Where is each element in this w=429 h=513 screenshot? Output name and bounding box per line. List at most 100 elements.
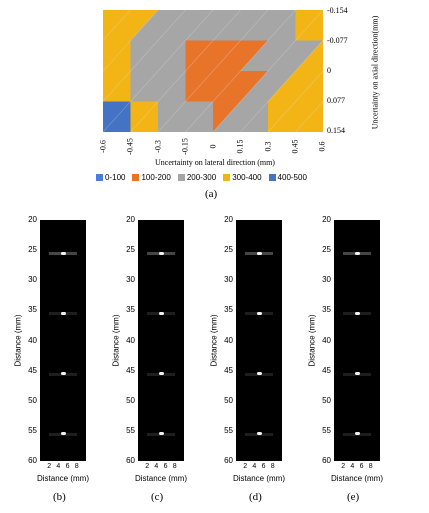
heatmap-cell bbox=[213, 10, 241, 41]
heatmap-x-axis-label: Uncertainty on lateral direction (mm) bbox=[155, 158, 275, 167]
heatmap-edge bbox=[185, 10, 214, 41]
y-tick: 55 bbox=[322, 425, 331, 435]
heatmap-cell bbox=[130, 10, 158, 41]
x-tick: 6 bbox=[261, 463, 266, 470]
x-tick: 6 bbox=[65, 463, 70, 470]
legend-item: 100-200 bbox=[132, 173, 171, 182]
heatmap-edge bbox=[295, 101, 323, 132]
scatter-point bbox=[60, 311, 66, 315]
heatmap-edge bbox=[185, 40, 214, 72]
scatter-point bbox=[60, 372, 66, 376]
heatmap-y-axis-label: Uncertainty on axial direction(mm) bbox=[370, 15, 380, 130]
caption-e: (e) bbox=[347, 491, 360, 503]
y-tick: 20 bbox=[28, 215, 37, 224]
heatmap-plot bbox=[103, 10, 323, 132]
heatmap-cell bbox=[268, 10, 296, 41]
legend-swatch bbox=[177, 174, 185, 181]
y-tick: 50 bbox=[28, 395, 37, 405]
x-tick: -0.6 bbox=[98, 140, 108, 153]
heatmap-edge bbox=[267, 40, 296, 72]
heatmap-cell bbox=[295, 40, 323, 71]
heatmap-cell bbox=[295, 10, 323, 41]
heatmap-cell bbox=[158, 71, 186, 102]
y-axis-label: Distance (mm) bbox=[111, 314, 121, 367]
legend-swatch bbox=[223, 174, 231, 181]
heatmap-edge bbox=[295, 40, 323, 72]
heatmap-cell bbox=[185, 101, 213, 132]
heatmap-cell bbox=[268, 71, 296, 102]
heatmap-cell bbox=[103, 10, 131, 41]
x-tick: 2 bbox=[145, 463, 150, 470]
heatmap-edge bbox=[157, 40, 186, 72]
x-tick: -0.15 bbox=[180, 138, 190, 155]
y-tick: 55 bbox=[28, 425, 37, 435]
x-tick: 4 bbox=[154, 463, 159, 470]
heatmap-cell bbox=[130, 40, 158, 71]
y-tick: 30 bbox=[126, 275, 135, 285]
x-tick: 2 bbox=[341, 463, 346, 470]
heatmap-cell bbox=[158, 101, 186, 132]
x-tick: 0.45 bbox=[290, 139, 300, 154]
y-tick: 40 bbox=[322, 335, 331, 345]
x-tick: 4 bbox=[252, 463, 257, 470]
legend-label: 400-500 bbox=[277, 173, 307, 182]
ultrasound-image bbox=[334, 220, 380, 461]
y-tick: 40 bbox=[126, 335, 135, 345]
x-tick: 0.6 bbox=[317, 141, 327, 152]
x-tick: 0 bbox=[208, 144, 218, 149]
y-tick: 35 bbox=[224, 305, 233, 315]
x-tick: 0.15 bbox=[235, 139, 245, 154]
scatter-point bbox=[158, 372, 164, 376]
scatter-point bbox=[256, 372, 262, 376]
heatmap-cell bbox=[185, 71, 213, 102]
x-tick: 2 bbox=[47, 463, 52, 470]
y-tick: 25 bbox=[126, 245, 135, 255]
y-tick: 60 bbox=[224, 456, 233, 465]
x-tick: 8 bbox=[74, 463, 79, 470]
y-tick: 25 bbox=[224, 245, 233, 255]
x-tick: -0.3 bbox=[153, 140, 163, 153]
y-tick: 20 bbox=[224, 215, 233, 224]
caption-c: (c) bbox=[151, 491, 164, 503]
heatmap-edge bbox=[130, 101, 159, 132]
x-axis-label: Distance (mm) bbox=[330, 474, 383, 483]
y-tick: 60 bbox=[28, 456, 37, 465]
y-tick: 30 bbox=[224, 275, 233, 285]
heatmap-edge bbox=[103, 101, 131, 132]
heatmap-edge bbox=[295, 70, 323, 102]
heatmap-cell bbox=[103, 40, 131, 71]
y-tick: 50 bbox=[224, 395, 233, 405]
heatmap-edge bbox=[240, 101, 269, 132]
y-tick: 45 bbox=[224, 365, 233, 375]
scatter-point bbox=[256, 311, 262, 315]
y-tick: 0.154 bbox=[327, 126, 345, 135]
heatmap-cell bbox=[240, 71, 268, 102]
legend-label: 0-100 bbox=[105, 173, 126, 182]
y-tick: 25 bbox=[322, 245, 331, 255]
x-tick: 8 bbox=[270, 463, 275, 470]
heatmap-edge bbox=[103, 10, 131, 41]
heatmap-edge bbox=[267, 101, 296, 132]
x-tick: 6 bbox=[359, 463, 364, 470]
heatmap-cell bbox=[213, 71, 241, 102]
y-tick: 0 bbox=[327, 66, 331, 75]
legend-label: 300-400 bbox=[232, 173, 262, 182]
y-tick: 25 bbox=[28, 245, 37, 255]
y-tick: 35 bbox=[322, 305, 331, 315]
scatter-point bbox=[256, 432, 262, 436]
legend-swatch bbox=[96, 174, 103, 181]
y-tick: 0.077 bbox=[327, 96, 345, 105]
heatmap-edge bbox=[267, 10, 296, 41]
heatmap-cell bbox=[213, 101, 241, 132]
y-tick: 40 bbox=[28, 335, 37, 345]
x-axis-label: Distance (mm) bbox=[36, 474, 89, 483]
heatmap-cell bbox=[130, 101, 158, 132]
y-tick: 45 bbox=[28, 365, 37, 375]
scatter-point bbox=[158, 251, 164, 255]
caption-a: (a) bbox=[205, 188, 218, 200]
y-tick: 35 bbox=[28, 305, 37, 315]
caption-b: (b) bbox=[53, 491, 66, 503]
scatter-point bbox=[60, 251, 66, 255]
y-tick: 60 bbox=[322, 456, 331, 465]
y-tick: 35 bbox=[126, 305, 135, 315]
